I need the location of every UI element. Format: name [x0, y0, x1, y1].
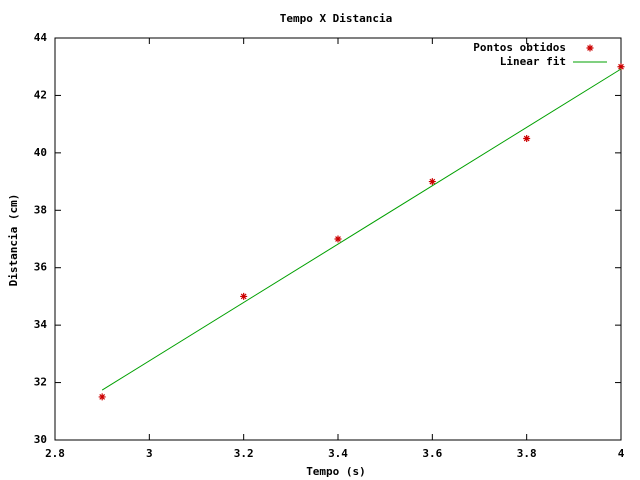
data-point — [98, 393, 106, 401]
y-tick-label: 42 — [34, 88, 47, 101]
y-axis-label: Distancia (cm) — [7, 194, 20, 287]
y-tick-label: 38 — [34, 203, 47, 216]
data-point — [617, 63, 625, 71]
y-tick-label: 34 — [34, 318, 48, 331]
x-tick-label: 3.4 — [328, 447, 348, 460]
legend-marker — [586, 44, 594, 52]
x-tick-label: 3.6 — [422, 447, 442, 460]
legend-label: Linear fit — [500, 55, 566, 68]
x-tick-label: 3.8 — [517, 447, 537, 460]
x-axis-label: Tempo (s) — [306, 465, 366, 478]
x-tick-label: 3 — [146, 447, 153, 460]
y-tick-label: 44 — [34, 31, 48, 44]
fit-line — [101, 68, 622, 391]
x-tick-label: 4 — [618, 447, 625, 460]
legend-label: Pontos obtidos — [473, 41, 566, 54]
data-point — [240, 292, 248, 300]
y-tick-label: 36 — [34, 261, 48, 274]
y-tick-label: 32 — [34, 376, 47, 389]
x-tick-label: 3.2 — [234, 447, 254, 460]
x-tick-label: 2.8 — [45, 447, 65, 460]
y-tick-label: 40 — [34, 146, 47, 159]
data-point — [523, 135, 531, 142]
data-point — [334, 235, 342, 243]
y-tick-label: 30 — [34, 433, 47, 446]
chart-title: Tempo X Distancia — [280, 12, 393, 25]
data-point — [428, 178, 436, 186]
